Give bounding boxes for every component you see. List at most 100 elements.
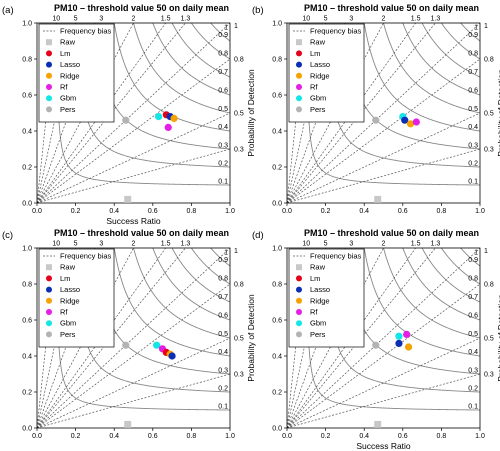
csi-curve-7: [190, 23, 230, 60]
legend-entry-label: Raw: [310, 263, 326, 272]
bias-line-2: [37, 283, 230, 428]
csi-curve-3: [363, 23, 480, 132]
x-tick-label: 0.4: [359, 208, 369, 215]
legend-circle-marker: [46, 50, 52, 57]
csi-label: 0.8: [218, 276, 228, 283]
csi-label: 1: [224, 25, 228, 32]
x-tick-label: 0.4: [109, 433, 119, 440]
csi-label: 0.3: [468, 142, 478, 149]
x-tick-label: 0.0: [282, 433, 292, 440]
csi-label: 0.9: [468, 257, 478, 264]
x-tick-label: 1.0: [225, 433, 235, 440]
csi-curve-4: [383, 248, 480, 339]
legend-entry-label: Pers: [310, 330, 326, 339]
x-tick-label: 0.6: [148, 433, 158, 440]
legend-circle-marker: [46, 309, 52, 315]
bias-top-label: 1.5: [411, 16, 421, 23]
csi-label: 0.9: [218, 32, 228, 39]
csi-curve-3: [363, 248, 480, 357]
csi-curve-1: [75, 23, 230, 168]
bias-right-label: 1: [234, 23, 238, 30]
legend-entry-label: Rf: [60, 308, 68, 317]
csi-curve-4: [133, 23, 230, 114]
point-pers: [122, 341, 130, 349]
csi-label: 0.6: [218, 313, 228, 320]
csi-curve-1: [325, 23, 480, 168]
bias-right-label: 0.8: [484, 57, 494, 64]
y-tick-label: 0.0: [272, 426, 282, 433]
y-tick-label: 0.8: [22, 282, 32, 289]
csi-curve-5: [152, 248, 230, 321]
bias-right-label: 0.8: [234, 282, 244, 289]
panel-title: PM10 – threshold value 50 on daily mean: [54, 3, 229, 13]
y-tick-label: 0.8: [272, 57, 282, 64]
x-tick-label: 1.0: [475, 208, 485, 215]
point-raw: [374, 420, 382, 428]
csi-label: 0.7: [468, 69, 478, 76]
legend-entry-label: Gbm: [60, 319, 76, 328]
point-lasso: [168, 352, 176, 360]
csi-curve-6: [421, 248, 480, 303]
bias-right-label: 1: [484, 248, 488, 255]
legend-square-marker: [296, 39, 302, 46]
csi-curve-8: [210, 248, 230, 267]
legend-box: [38, 248, 115, 348]
legend-bias-label: Frequency bias: [60, 252, 112, 261]
y-tick-label: 0.0: [22, 201, 32, 208]
point-lasso: [401, 116, 409, 124]
x-tick-label: 0.4: [359, 433, 369, 440]
legend: Frequency bias Raw Lm Lasso Ridge Rf Gbm Pers: [288, 248, 365, 348]
bias-line-8: [37, 23, 76, 203]
csi-label: 0.5: [218, 331, 228, 338]
csi-label: 1: [474, 250, 478, 257]
x-tick-label: 0.8: [187, 433, 197, 440]
legend-entry-label: Gbm: [60, 94, 76, 103]
point-pers: [122, 116, 130, 124]
y-tick-label: 0.6: [272, 93, 282, 100]
bias-line-8: [287, 248, 326, 428]
legend-circle-marker: [46, 84, 52, 90]
bias-line-3: [37, 23, 230, 203]
bias-top-label: 1.3: [181, 241, 191, 248]
legend-circle-marker: [296, 320, 302, 327]
x-tick-label: 0.0: [32, 208, 42, 215]
csi-label: 0.9: [468, 32, 478, 39]
bias-line-0: [287, 148, 480, 203]
panel-title: PM10 – threshold value 50 on daily mean: [304, 3, 479, 13]
legend-entry-label: Ridge: [310, 71, 330, 80]
y-tick-label: 0.2: [22, 165, 32, 172]
bias-top-label: 1.5: [161, 16, 171, 23]
bias-top-label: 1.3: [431, 16, 441, 23]
csi-label: 0.7: [218, 69, 228, 76]
point-ridge: [404, 343, 413, 351]
bias-top-label: 2: [382, 16, 386, 23]
csi-label: 0.7: [218, 294, 228, 301]
legend-circle-marker: [46, 320, 52, 327]
x-tick-label: 0.4: [109, 208, 119, 215]
x-tick-label: 0.2: [321, 208, 331, 215]
bias-top-label: 2: [132, 241, 136, 248]
legend-circle-marker: [296, 331, 302, 338]
bias-line-8: [287, 23, 326, 203]
csi-label: 0.6: [218, 88, 228, 95]
panel-label: (d): [252, 230, 264, 241]
panel-label: (a): [2, 5, 14, 16]
plot-frame: [286, 22, 481, 204]
legend-entry-label: Rf: [310, 83, 318, 92]
bias-right-label: 0.5: [484, 336, 494, 343]
csi-curve-0: [55, 31, 230, 186]
y-axis-label: Probability of Detection: [496, 294, 500, 382]
point-raw: [124, 195, 132, 203]
legend-circle-marker: [296, 84, 302, 90]
panel-title: PM10 – threshold value 50 on daily mean: [54, 228, 229, 238]
csi-curve-5: [402, 248, 480, 321]
legend-square-marker: [296, 264, 302, 271]
bias-right-label: 0.5: [234, 336, 244, 343]
legend-circle-marker: [296, 275, 302, 282]
legend-circle-marker: [296, 95, 302, 102]
point-pers: [372, 116, 380, 124]
bias-line-1: [287, 112, 480, 203]
y-tick-label: 0.4: [272, 354, 282, 361]
plot-frame: [36, 22, 231, 204]
bias-top-label: 10: [302, 16, 310, 23]
